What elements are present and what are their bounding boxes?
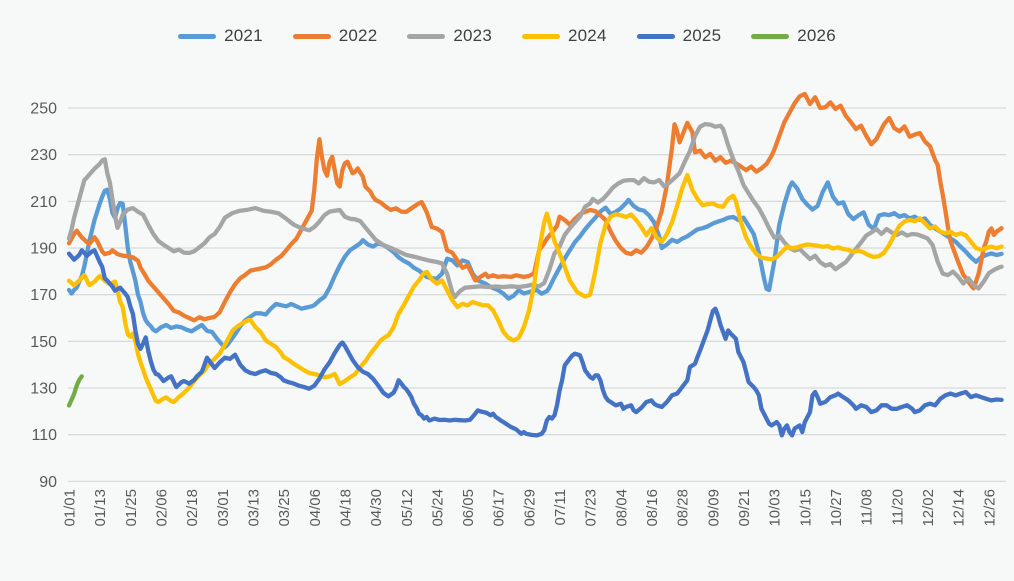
x-axis-label-07-23: 07/23 bbox=[583, 489, 600, 527]
x-axis-label-10-15: 10/15 bbox=[797, 489, 814, 527]
y-axis-label-190: 190 bbox=[30, 241, 57, 258]
x-axis-label-02-06: 02/06 bbox=[153, 489, 170, 527]
x-axis-label-05-12: 05/12 bbox=[399, 489, 416, 527]
x-axis-label-08-16: 08/16 bbox=[644, 489, 661, 527]
x-axis-label-03-25: 03/25 bbox=[276, 489, 293, 527]
x-axis-label-11-20: 11/20 bbox=[889, 489, 906, 525]
x-axis-label-08-28: 08/28 bbox=[675, 489, 692, 527]
x-axis-label-12-14: 12/14 bbox=[951, 489, 968, 527]
x-axis-label-06-17: 06/17 bbox=[491, 489, 508, 527]
x-axis-label-09-09: 09/09 bbox=[705, 489, 722, 527]
x-axis-label-08-04: 08/04 bbox=[613, 489, 630, 527]
x-axis-label-12-02: 12/02 bbox=[920, 489, 937, 527]
x-axis-label-09-21: 09/21 bbox=[736, 489, 753, 527]
y-axis-label-170: 170 bbox=[30, 287, 57, 304]
x-axis-label-06-05: 06/05 bbox=[460, 489, 477, 527]
y-axis-label-230: 230 bbox=[30, 147, 57, 164]
y-axis-label-150: 150 bbox=[30, 334, 57, 351]
series-line-2024 bbox=[66, 172, 1004, 405]
x-axis-label-04-06: 04/06 bbox=[307, 489, 324, 527]
x-axis-label-03-13: 03/13 bbox=[245, 489, 262, 527]
x-axis-label-07-11: 07/11 bbox=[552, 489, 569, 525]
x-axis-label-01-25: 01/25 bbox=[123, 489, 140, 527]
y-axis-label-130: 130 bbox=[30, 381, 57, 398]
x-axis-label-01-13: 01/13 bbox=[92, 489, 109, 527]
x-axis-label-06-29: 06/29 bbox=[521, 489, 538, 527]
x-axis-label-10-03: 10/03 bbox=[767, 489, 784, 527]
series-line-2021 bbox=[66, 180, 1004, 350]
y-axis-label-250: 250 bbox=[30, 101, 57, 118]
y-axis-label-90: 90 bbox=[39, 474, 57, 491]
x-axis-label-04-30: 04/30 bbox=[368, 489, 385, 527]
y-axis-label-110: 110 bbox=[31, 427, 57, 444]
x-axis-label-04-18: 04/18 bbox=[337, 489, 354, 527]
series-line-2025 bbox=[66, 248, 1004, 438]
x-axis-label-01-01: 01/01 bbox=[62, 489, 79, 527]
series-line-2026 bbox=[66, 374, 84, 408]
x-axis-label-11-08: 11/08 bbox=[859, 489, 876, 525]
x-axis-label-02-18: 02/18 bbox=[184, 489, 201, 527]
x-axis-label-10-27: 10/27 bbox=[828, 489, 845, 527]
y-axis-label-210: 210 bbox=[30, 194, 57, 211]
x-axis-label-03-01: 03/01 bbox=[215, 489, 232, 527]
x-axis-label-05-24: 05/24 bbox=[429, 489, 446, 527]
x-axis-label-12-26: 12/26 bbox=[981, 489, 998, 527]
